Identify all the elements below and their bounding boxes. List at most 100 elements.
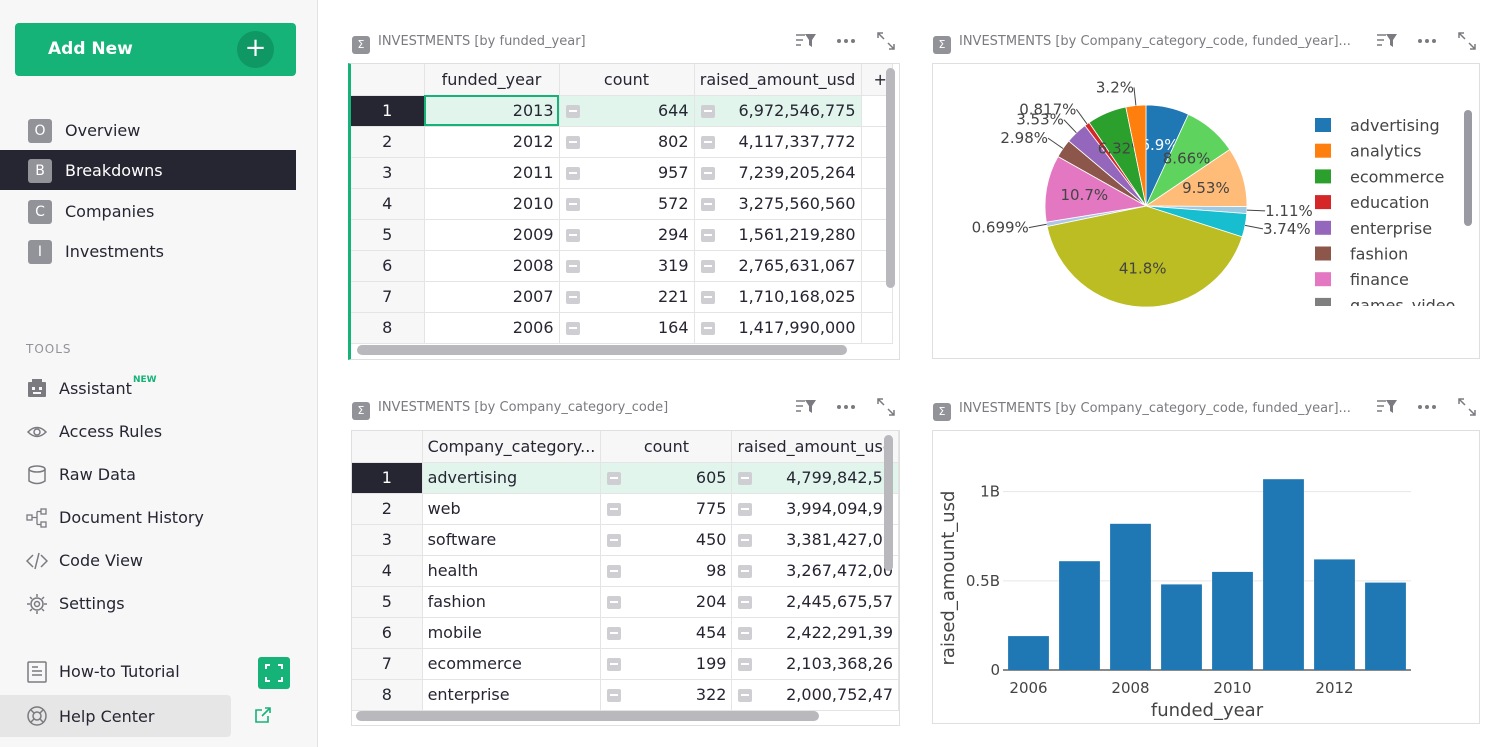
vertical-scrollbar[interactable] <box>884 435 893 571</box>
table-cell[interactable]: advertising <box>422 462 602 494</box>
row-number[interactable]: 8 <box>351 312 425 344</box>
row-number[interactable]: 7 <box>351 281 425 313</box>
table-cell[interactable]: web <box>422 493 602 525</box>
row-number[interactable]: 3 <box>352 524 423 556</box>
table-cell[interactable]: ecommerce <box>422 648 602 680</box>
table-cell[interactable]: 2,000,752,47 <box>731 679 899 711</box>
page-item-overview[interactable]: O Overview <box>0 110 296 150</box>
table-row[interactable]: 5 2009 294 1,561,219,280 <box>351 219 893 251</box>
table-cell[interactable]: 450 <box>600 524 733 556</box>
sort-filter-icon[interactable] <box>795 31 817 51</box>
table-cell[interactable]: 572 <box>559 188 695 220</box>
external-link-icon[interactable] <box>254 706 272 724</box>
row-number[interactable]: 6 <box>352 617 423 649</box>
legend-swatch[interactable] <box>1315 297 1331 312</box>
row-number[interactable]: 7 <box>352 648 423 680</box>
column-header[interactable]: raised_amount_usd <box>694 64 862 96</box>
legend-swatch[interactable] <box>1315 272 1331 287</box>
table-row[interactable]: 8 enterprise 322 2,000,752,47 <box>352 679 899 711</box>
table-cell[interactable]: 1,710,168,025 <box>694 281 862 313</box>
table-cell[interactable]: 644 <box>559 95 695 127</box>
page-item-investments[interactable]: I Investments <box>0 231 296 271</box>
table-cell[interactable]: 199 <box>600 648 733 680</box>
sort-filter-icon[interactable] <box>1376 31 1398 51</box>
row-number[interactable]: 8 <box>352 679 423 711</box>
more-options-icon[interactable] <box>836 31 856 51</box>
table-row[interactable]: 2 2012 802 4,117,337,772 <box>351 126 893 158</box>
column-header[interactable]: count <box>559 64 695 96</box>
table-cell[interactable]: 3,994,094,99 <box>731 493 899 525</box>
sort-filter-icon[interactable] <box>1376 397 1398 417</box>
column-header[interactable]: raised_amount_usd <box>731 431 899 463</box>
more-options-icon[interactable] <box>836 397 856 417</box>
pie-slice[interactable] <box>1125 104 1147 207</box>
expand-widget-icon[interactable] <box>876 31 896 51</box>
table-cell[interactable]: software <box>422 524 602 556</box>
more-options-icon[interactable] <box>1417 31 1437 51</box>
table-row[interactable]: 7 2007 221 1,710,168,025 <box>351 281 893 313</box>
table-cell[interactable]: fashion <box>422 586 602 618</box>
table-cell[interactable]: 2013 <box>424 95 560 127</box>
more-options-icon[interactable] <box>1417 397 1437 417</box>
table-row[interactable]: 2 web 775 3,994,094,99 <box>352 493 899 525</box>
legend-swatch[interactable] <box>1315 246 1331 261</box>
how-to-tutorial[interactable]: How-to Tutorial <box>0 652 296 692</box>
pie-slice[interactable] <box>1046 205 1243 308</box>
legend-swatch[interactable] <box>1315 220 1331 235</box>
table-cell[interactable]: 2,445,675,57 <box>731 586 899 618</box>
vertical-scrollbar[interactable] <box>886 68 895 288</box>
table-cell[interactable]: 221 <box>559 281 695 313</box>
table-cell[interactable]: enterprise <box>422 679 602 711</box>
table-row[interactable]: 4 health 98 3,267,472,00 <box>352 555 899 587</box>
column-header[interactable]: funded_year <box>424 64 560 96</box>
table-cell[interactable]: 775 <box>600 493 733 525</box>
table-cell[interactable]: 4,117,337,772 <box>694 126 862 158</box>
row-number[interactable]: 4 <box>351 188 425 220</box>
tool-raw-data[interactable]: Raw Data <box>0 455 296 495</box>
tool-code-view[interactable]: Code View <box>0 541 296 581</box>
row-number[interactable]: 1 <box>351 95 425 127</box>
table-row[interactable]: 7 ecommerce 199 2,103,368,26 <box>352 648 899 680</box>
table-row[interactable]: 1 advertising 605 4,799,842,53 <box>352 462 899 494</box>
sort-filter-icon[interactable] <box>795 397 817 417</box>
table-cell[interactable]: 204 <box>600 586 733 618</box>
row-number-header[interactable] <box>352 431 423 463</box>
row-number[interactable]: 2 <box>351 126 425 158</box>
table-row[interactable]: 3 software 450 3,381,427,09 <box>352 524 899 556</box>
bar[interactable] <box>1212 571 1253 670</box>
expand-widget-icon[interactable] <box>1457 31 1477 51</box>
table-cell[interactable]: mobile <box>422 617 602 649</box>
row-number[interactable]: 1 <box>352 462 423 494</box>
table-cell[interactable]: 294 <box>559 219 695 251</box>
table-cell[interactable]: 605 <box>600 462 733 494</box>
bar[interactable] <box>1365 582 1406 670</box>
legend-label[interactable]: education <box>1350 193 1429 212</box>
page-item-companies[interactable]: C Companies <box>0 191 296 231</box>
row-number[interactable]: 2 <box>352 493 423 525</box>
expand-widget-icon[interactable] <box>876 397 896 417</box>
row-number[interactable]: 5 <box>352 586 423 618</box>
table-cell[interactable]: 2009 <box>424 219 560 251</box>
expand-tutorial-button[interactable] <box>258 657 290 689</box>
table-cell[interactable]: 2007 <box>424 281 560 313</box>
table-row[interactable]: 1 2013 644 6,972,546,775 <box>351 95 893 127</box>
row-number[interactable]: 3 <box>351 157 425 189</box>
column-header[interactable]: count <box>600 431 733 463</box>
bar[interactable] <box>1314 559 1355 670</box>
table-row[interactable]: 6 mobile 454 2,422,291,39 <box>352 617 899 649</box>
expand-widget-icon[interactable] <box>1457 397 1477 417</box>
legend-swatch[interactable] <box>1315 169 1331 184</box>
page-item-breakdowns[interactable]: B Breakdowns <box>0 150 296 190</box>
legend-label[interactable]: advertising <box>1350 116 1440 135</box>
table-cell[interactable]: 2,103,368,26 <box>731 648 899 680</box>
table-cell[interactable]: 2,765,631,067 <box>694 250 862 282</box>
table-row[interactable]: 8 2006 164 1,417,990,000 <box>351 312 893 344</box>
legend-label[interactable]: ecommerce <box>1350 167 1444 186</box>
legend-scrollbar[interactable] <box>1464 110 1472 226</box>
legend-swatch[interactable] <box>1315 118 1331 132</box>
tool-access-rules[interactable]: Access Rules <box>0 412 296 452</box>
table-cell[interactable]: 957 <box>559 157 695 189</box>
row-number-header[interactable] <box>351 64 425 96</box>
bar[interactable] <box>1110 523 1151 670</box>
table-cell[interactable]: 98 <box>600 555 733 587</box>
